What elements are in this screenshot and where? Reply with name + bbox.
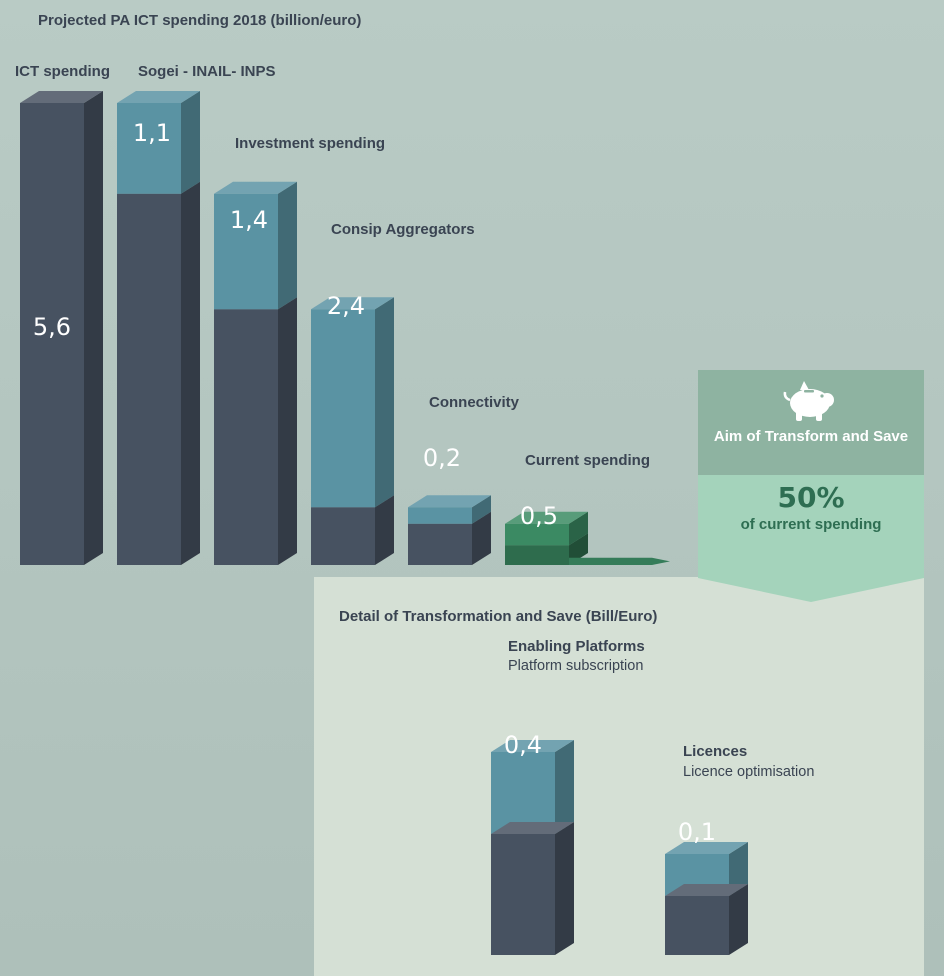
value-label-ict-spending: 5,6 — [32, 313, 72, 341]
bar-connectivity-side — [472, 495, 491, 524]
category-label-connectivity: Connectivity — [429, 394, 520, 411]
bar-licences-side — [729, 842, 748, 896]
bar-consip-aggregators-side — [375, 297, 394, 508]
bar-current-spending-top — [505, 511, 588, 524]
value-label-licences: 0,1 — [677, 818, 717, 846]
bar-ict-spending-top — [20, 91, 103, 103]
bar-consip-aggregators-top — [311, 297, 394, 310]
subtitle-licence-optimisation: Licence optimisation — [683, 764, 815, 780]
category-label-ict-spending: ICT spending — [15, 63, 110, 80]
bar-consip-aggregators — [311, 309, 375, 508]
value-label-sogei-inail-inps: 1,1 — [132, 119, 172, 147]
bar-investment-spending-remaining-side — [278, 297, 297, 565]
category-label-licences: Licences — [683, 743, 748, 760]
bar-sogei-inail-inps-remaining — [117, 193, 181, 565]
category-label-current-spending: Current spending — [525, 452, 651, 469]
bar-enabling-platforms-side — [555, 740, 574, 834]
value-label-current-spending: 0,5 — [519, 502, 559, 530]
bar-investment-spending-side — [278, 181, 297, 310]
bar-consip-aggregators-remaining — [311, 507, 375, 565]
bar-licences-remaining-side — [729, 884, 748, 955]
bar-investment-spending-remaining — [214, 309, 278, 565]
category-label-consip-aggregators: Consip Aggregators — [331, 221, 475, 238]
chart-title: Projected PA ICT spending 2018 (billion/… — [38, 12, 362, 29]
bar-investment-spending — [214, 193, 278, 310]
bar-licences-remaining — [665, 896, 729, 955]
bar-current-spending-base — [505, 545, 569, 565]
bar-sogei-inail-inps-side — [181, 91, 200, 194]
bar-sogei-inail-inps-remaining-side — [181, 181, 200, 565]
bar-current-spending-side — [569, 511, 588, 546]
bar-enabling-platforms-top — [491, 740, 574, 752]
bar-enabling-platforms — [491, 752, 555, 834]
bar-connectivity-top — [408, 495, 491, 508]
bar-licences-top — [665, 842, 748, 854]
bar-enabling-platforms-remaining — [491, 834, 555, 955]
bar-connectivity-remaining-side — [472, 511, 491, 565]
category-label-sogei-inail-inps: Sogei - INAIL- INPS — [138, 63, 276, 80]
category-label-enabling-platforms: Enabling Platforms — [508, 638, 645, 655]
piggy-bank-icon — [783, 381, 834, 421]
bar-enabling-platforms-remaining-side — [555, 822, 574, 955]
bar-investment-spending-top — [214, 181, 297, 194]
aim-header — [698, 370, 924, 475]
bar-consip-aggregators-remaining-side — [375, 495, 394, 565]
aim-subtitle: of current spending — [740, 516, 882, 533]
bar-connectivity-remaining — [408, 523, 472, 565]
aim-pointer — [698, 575, 924, 602]
aim-title: Aim of Transform and Save — [713, 428, 909, 445]
bar-ict-spending — [20, 103, 84, 565]
bar-enabling-platforms-remaining-top — [491, 822, 574, 834]
aim-body — [698, 475, 924, 575]
arrow-current-spending — [569, 557, 670, 565]
category-label-investment-spending: Investment spending — [235, 135, 386, 152]
value-label-connectivity: 0,2 — [422, 444, 462, 472]
subtitle-platform-subscription: Platform subscription — [508, 658, 644, 674]
value-label-investment-spending: 1,4 — [229, 206, 269, 234]
aim-percentage: 50% — [777, 481, 845, 514]
value-label-enabling-platforms: 0,4 — [503, 731, 543, 759]
bar-sogei-inail-inps — [117, 103, 181, 194]
bar-licences-remaining-top — [665, 884, 748, 896]
bar-ict-spending-side — [84, 91, 103, 565]
value-label-consip-aggregators: 2,4 — [326, 292, 366, 320]
bar-current-spending — [505, 523, 569, 546]
detail-title: Detail of Transformation and Save (Bill/… — [339, 608, 658, 625]
detail-panel — [314, 577, 924, 976]
bar-connectivity — [408, 507, 472, 524]
bar-sogei-inail-inps-top — [117, 91, 200, 103]
bar-current-spending-base-side — [569, 533, 588, 565]
